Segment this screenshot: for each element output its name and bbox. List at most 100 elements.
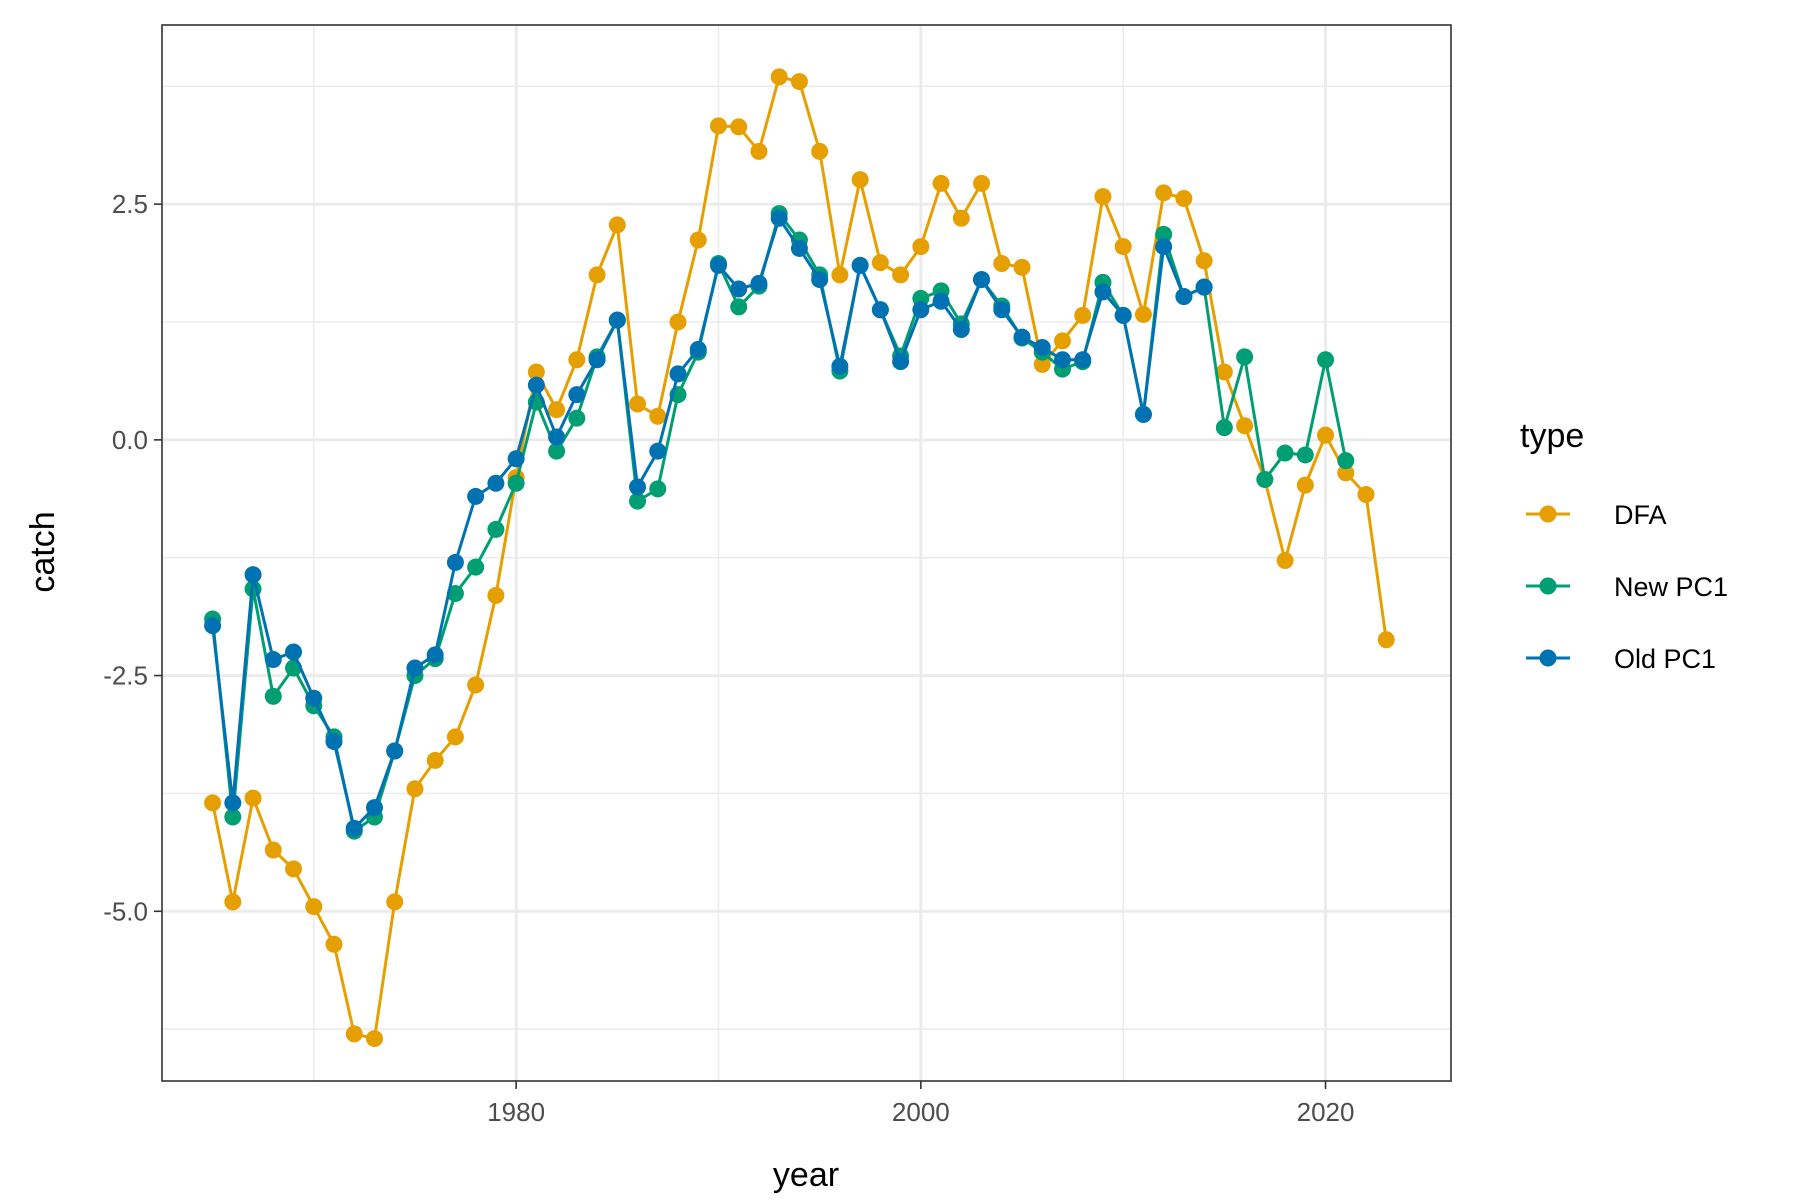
data-point-dfa bbox=[568, 351, 586, 369]
data-point-dfa bbox=[790, 73, 808, 91]
data-point-old-pc1 bbox=[1134, 405, 1152, 423]
data-point-dfa bbox=[770, 68, 788, 86]
data-point-dfa bbox=[204, 794, 222, 812]
data-point-dfa bbox=[1175, 189, 1193, 207]
data-point-old-pc1 bbox=[406, 659, 424, 677]
data-point-dfa bbox=[386, 893, 404, 911]
data-point-dfa bbox=[851, 171, 869, 189]
plot-panel-border bbox=[161, 24, 1452, 1082]
data-point-dfa bbox=[730, 118, 748, 136]
data-point-old-pc1 bbox=[1175, 288, 1193, 306]
data-point-dfa bbox=[629, 395, 647, 413]
data-point-dfa bbox=[973, 174, 991, 192]
data-point-old-pc1 bbox=[568, 386, 586, 404]
data-point-new-pc1 bbox=[487, 520, 505, 538]
data-point-dfa bbox=[1357, 486, 1375, 504]
data-point-dfa bbox=[1215, 363, 1233, 381]
data-point-dfa bbox=[285, 860, 303, 878]
data-point-old-pc1 bbox=[527, 376, 545, 394]
data-point-old-pc1 bbox=[629, 478, 647, 496]
y-tick-label: 0.0 bbox=[112, 425, 148, 455]
legend-key-point bbox=[1539, 505, 1557, 523]
legend-key-point bbox=[1539, 577, 1557, 595]
data-point-old-pc1 bbox=[851, 256, 869, 274]
data-point-old-pc1 bbox=[1195, 278, 1213, 296]
legend-key-point bbox=[1539, 649, 1557, 667]
data-point-new-pc1 bbox=[1317, 351, 1335, 369]
y-tick-label: 2.5 bbox=[112, 189, 148, 219]
data-point-dfa bbox=[750, 142, 768, 160]
data-point-dfa bbox=[1013, 258, 1031, 276]
data-point-old-pc1 bbox=[1053, 351, 1071, 369]
data-point-new-pc1 bbox=[1337, 452, 1355, 470]
data-point-dfa bbox=[487, 586, 505, 604]
data-point-old-pc1 bbox=[730, 280, 748, 298]
data-point-dfa bbox=[305, 898, 323, 916]
data-point-dfa bbox=[446, 728, 464, 746]
data-point-dfa bbox=[1296, 476, 1314, 494]
data-point-dfa bbox=[1114, 238, 1132, 256]
data-point-old-pc1 bbox=[932, 292, 950, 310]
data-point-old-pc1 bbox=[244, 566, 262, 584]
data-point-new-pc1 bbox=[1155, 225, 1173, 243]
data-point-dfa bbox=[1094, 188, 1112, 206]
data-point-old-pc1 bbox=[224, 794, 242, 812]
legend-item-old-pc1: Old PC1 bbox=[1526, 644, 1716, 674]
data-point-dfa bbox=[365, 1030, 383, 1048]
data-point-new-pc1 bbox=[467, 558, 485, 576]
data-point-old-pc1 bbox=[993, 301, 1011, 319]
data-point-old-pc1 bbox=[305, 689, 323, 707]
data-point-new-pc1 bbox=[629, 492, 647, 510]
data-point-new-pc1 bbox=[730, 298, 748, 316]
data-point-dfa bbox=[952, 209, 970, 227]
data-point-old-pc1 bbox=[790, 239, 808, 257]
data-point-old-pc1 bbox=[1013, 328, 1031, 346]
data-point-old-pc1 bbox=[588, 351, 606, 369]
data-point-new-pc1 bbox=[1276, 444, 1294, 462]
x-tick-label: 2020 bbox=[1297, 1097, 1355, 1127]
data-point-old-pc1 bbox=[264, 651, 282, 669]
data-point-dfa bbox=[649, 407, 667, 425]
data-point-new-pc1 bbox=[1236, 348, 1254, 366]
data-point-old-pc1 bbox=[770, 209, 788, 227]
data-point-dfa bbox=[345, 1025, 363, 1043]
data-point-dfa bbox=[548, 401, 566, 419]
data-point-old-pc1 bbox=[973, 271, 991, 289]
legend-item-dfa: DFA bbox=[1526, 500, 1667, 530]
data-point-old-pc1 bbox=[669, 365, 687, 383]
series-line-new-pc1 bbox=[211, 212, 1348, 833]
data-point-old-pc1 bbox=[204, 617, 222, 635]
legend-label: Old PC1 bbox=[1614, 644, 1716, 674]
data-point-old-pc1 bbox=[750, 274, 768, 292]
data-point-dfa bbox=[608, 216, 626, 234]
x-axis-title: year bbox=[773, 1156, 839, 1194]
legend-item-new-pc1: New PC1 bbox=[1526, 572, 1728, 602]
data-point-dfa bbox=[1195, 252, 1213, 270]
data-point-new-pc1 bbox=[1256, 470, 1274, 488]
series-group bbox=[204, 68, 1395, 1048]
data-point-dfa bbox=[669, 313, 687, 331]
data-point-old-pc1 bbox=[507, 450, 525, 468]
data-point-dfa bbox=[325, 935, 343, 953]
data-point-old-pc1 bbox=[831, 357, 849, 375]
data-point-dfa bbox=[689, 231, 707, 249]
data-point-dfa bbox=[1134, 305, 1152, 323]
data-point-dfa bbox=[932, 174, 950, 192]
data-point-old-pc1 bbox=[426, 646, 444, 664]
data-point-old-pc1 bbox=[1094, 283, 1112, 301]
x-tick-label: 2000 bbox=[892, 1097, 950, 1127]
data-point-old-pc1 bbox=[912, 301, 930, 319]
data-point-old-pc1 bbox=[811, 271, 829, 289]
data-point-dfa bbox=[993, 255, 1011, 273]
data-point-dfa bbox=[1337, 464, 1355, 482]
legend: type DFA New PC1 Old PC1 bbox=[1520, 417, 1728, 674]
y-tick-label: -2.5 bbox=[103, 661, 148, 691]
grid bbox=[162, 25, 1451, 1081]
data-point-dfa bbox=[1053, 332, 1071, 350]
data-point-dfa bbox=[709, 117, 727, 135]
data-point-dfa bbox=[426, 751, 444, 769]
data-point-old-pc1 bbox=[487, 474, 505, 492]
data-point-old-pc1 bbox=[386, 742, 404, 760]
data-point-new-pc1 bbox=[507, 474, 525, 492]
